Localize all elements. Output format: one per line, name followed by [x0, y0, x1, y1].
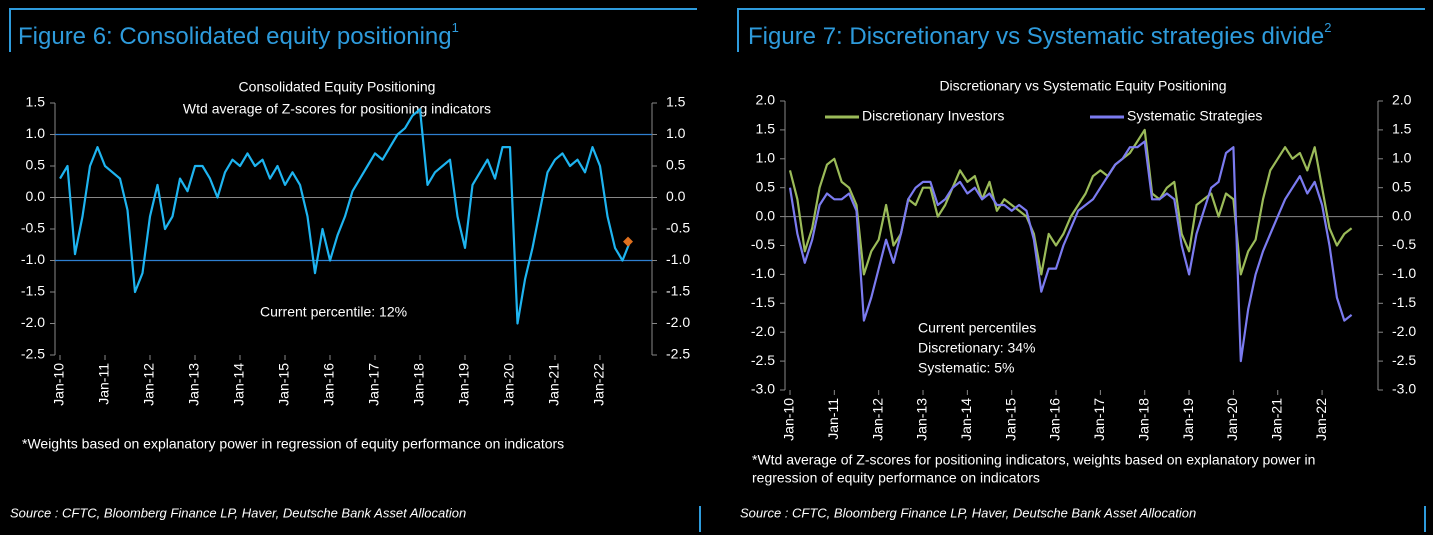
annotation: Systematic: 5%	[918, 360, 1014, 376]
y-tick-label: 1.5	[756, 121, 776, 137]
heading-sup: 2	[1324, 20, 1331, 35]
x-tick-label: Jan-22	[591, 363, 607, 406]
x-tick-label: Jan-16	[321, 363, 337, 406]
y2-tick-label: 1.5	[1392, 121, 1412, 137]
heading-sup: 1	[452, 20, 459, 35]
y-tick-label: 1.5	[26, 94, 46, 110]
y-tick-label: -1.0	[21, 251, 45, 267]
x-tick-label: Jan-10	[781, 398, 797, 441]
y2-tick-label: 0.5	[1392, 178, 1412, 194]
source: Source : CFTC, Bloomberg Finance LP, Hav…	[10, 505, 466, 520]
x-tick-label: Jan-14	[958, 398, 974, 441]
x-tick-label: Jan-16	[1047, 398, 1063, 441]
legend-label: Systematic Strategies	[1127, 108, 1262, 124]
x-tick-label: Jan-18	[1135, 398, 1151, 441]
footnote: *Weights based on explanatory power in r…	[22, 436, 564, 452]
x-tick-label: Jan-20	[1224, 398, 1240, 441]
y2-tick-label: -1.5	[1392, 294, 1416, 310]
y-tick-label: 0.5	[756, 178, 776, 194]
x-tick-label: Jan-13	[186, 363, 202, 406]
y-tick-label: 1.0	[26, 125, 46, 141]
series-line	[59, 108, 632, 325]
y2-tick-label: -1.0	[1392, 265, 1416, 281]
y2-tick-label: 1.0	[1392, 150, 1412, 166]
y-tick-label: -2.5	[21, 346, 45, 362]
footnote: regression of equity performance on indi…	[752, 470, 1040, 486]
x-tick-label: Jan-12	[141, 363, 157, 406]
footnote: *Wtd average of Z-scores for positioning…	[752, 452, 1315, 468]
y2-tick-label: 0.5	[666, 157, 686, 173]
x-tick-label: Jan-21	[546, 363, 562, 406]
y2-tick-label: -1.0	[666, 251, 690, 267]
y2-tick-label: -2.0	[666, 314, 690, 330]
y2-tick-label: 1.0	[666, 125, 686, 141]
x-tick-label: Jan-15	[1002, 398, 1018, 441]
annotation: Current percentile: 12%	[260, 304, 407, 320]
y-tick-label: -1.0	[751, 265, 775, 281]
y2-tick-label: -2.5	[666, 346, 690, 362]
y2-tick-label: 0.0	[666, 188, 686, 204]
chart-subtitle: Wtd average of Z-scores for positioning …	[183, 101, 491, 117]
x-tick-label: Jan-20	[501, 363, 517, 406]
header-frames	[9, 8, 1426, 532]
y2-tick-label: 1.5	[666, 94, 686, 110]
y2-tick-label: -3.0	[1392, 381, 1416, 397]
latest-marker	[623, 236, 633, 247]
y2-tick-label: 2.0	[1392, 92, 1412, 108]
x-tick-label: Jan-21	[1268, 398, 1284, 441]
y2-tick-label: -2.0	[1392, 323, 1416, 339]
y-tick-label: -0.5	[21, 220, 45, 236]
y2-tick-label: -1.5	[666, 283, 690, 299]
x-tick-label: Jan-17	[1091, 398, 1107, 441]
x-tick-label: Jan-19	[1180, 398, 1196, 441]
x-tick-label: Jan-13	[914, 398, 930, 441]
y-tick-label: 0.0	[756, 207, 776, 223]
y-tick-label: -2.0	[751, 323, 775, 339]
figure-heading: Figure 6: Consolidated equity positionin…	[18, 20, 459, 50]
y-tick-label: -1.5	[21, 283, 45, 299]
heading-text: Figure 7: Discretionary vs Systematic st…	[748, 23, 1324, 50]
x-tick-label: Jan-19	[456, 363, 472, 406]
heading-text: Figure 6: Consolidated equity positionin…	[18, 23, 452, 50]
series-line	[788, 128, 1353, 276]
chart-title: Discretionary vs Systematic Equity Posit…	[939, 78, 1226, 94]
x-tick-label: Jan-11	[825, 398, 841, 440]
x-tick-label: Jan-17	[366, 363, 382, 406]
y-tick-label: 0.5	[26, 157, 46, 173]
x-tick-label: Jan-18	[411, 363, 427, 406]
series-line	[788, 140, 1353, 363]
frame	[737, 8, 1425, 52]
annotation: Discretionary: 34%	[918, 340, 1036, 356]
x-tick-label: Jan-15	[276, 363, 292, 406]
x-tick-label: Jan-11	[96, 363, 112, 405]
x-tick-label: Jan-10	[51, 363, 67, 406]
y-tick-label: -3.0	[751, 381, 775, 397]
y-tick-label: 1.0	[756, 150, 776, 166]
y-tick-label: -2.0	[21, 314, 45, 330]
y2-tick-label: -0.5	[666, 220, 690, 236]
y2-tick-label: -0.5	[1392, 236, 1416, 252]
y-tick-label: 2.0	[756, 92, 776, 108]
y-tick-label: 0.0	[26, 188, 46, 204]
y-tick-label: -2.5	[751, 352, 775, 368]
legend-label: Discretionary Investors	[862, 108, 1004, 124]
frame	[9, 8, 697, 52]
source: Source : CFTC, Bloomberg Finance LP, Hav…	[740, 505, 1196, 520]
y-tick-label: -0.5	[751, 236, 775, 252]
annotation: Current percentiles	[918, 320, 1036, 336]
x-tick-label: Jan-22	[1313, 398, 1329, 441]
y2-tick-label: -2.5	[1392, 352, 1416, 368]
x-tick-label: Jan-12	[869, 398, 885, 441]
y-tick-label: -1.5	[751, 294, 775, 310]
figure-heading: Figure 7: Discretionary vs Systematic st…	[748, 20, 1331, 50]
x-tick-label: Jan-14	[231, 363, 247, 406]
chart-title: Consolidated Equity Positioning	[239, 79, 436, 95]
y2-tick-label: 0.0	[1392, 207, 1412, 223]
